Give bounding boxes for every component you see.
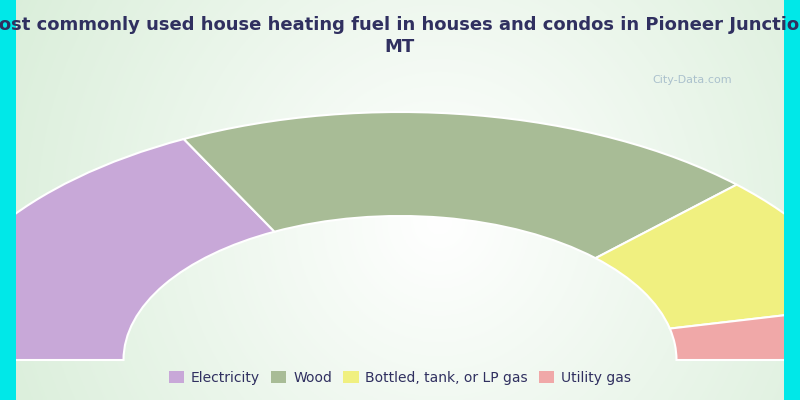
Text: City-Data.com: City-Data.com [652, 75, 732, 85]
Wedge shape [595, 185, 800, 328]
Legend: Electricity, Wood, Bottled, tank, or LP gas, Utility gas: Electricity, Wood, Bottled, tank, or LP … [165, 367, 635, 389]
Wedge shape [670, 306, 800, 360]
Text: Most commonly used house heating fuel in houses and condos in Pioneer Junction,
: Most commonly used house heating fuel in… [0, 16, 800, 56]
Wedge shape [184, 112, 737, 258]
Wedge shape [0, 139, 274, 360]
